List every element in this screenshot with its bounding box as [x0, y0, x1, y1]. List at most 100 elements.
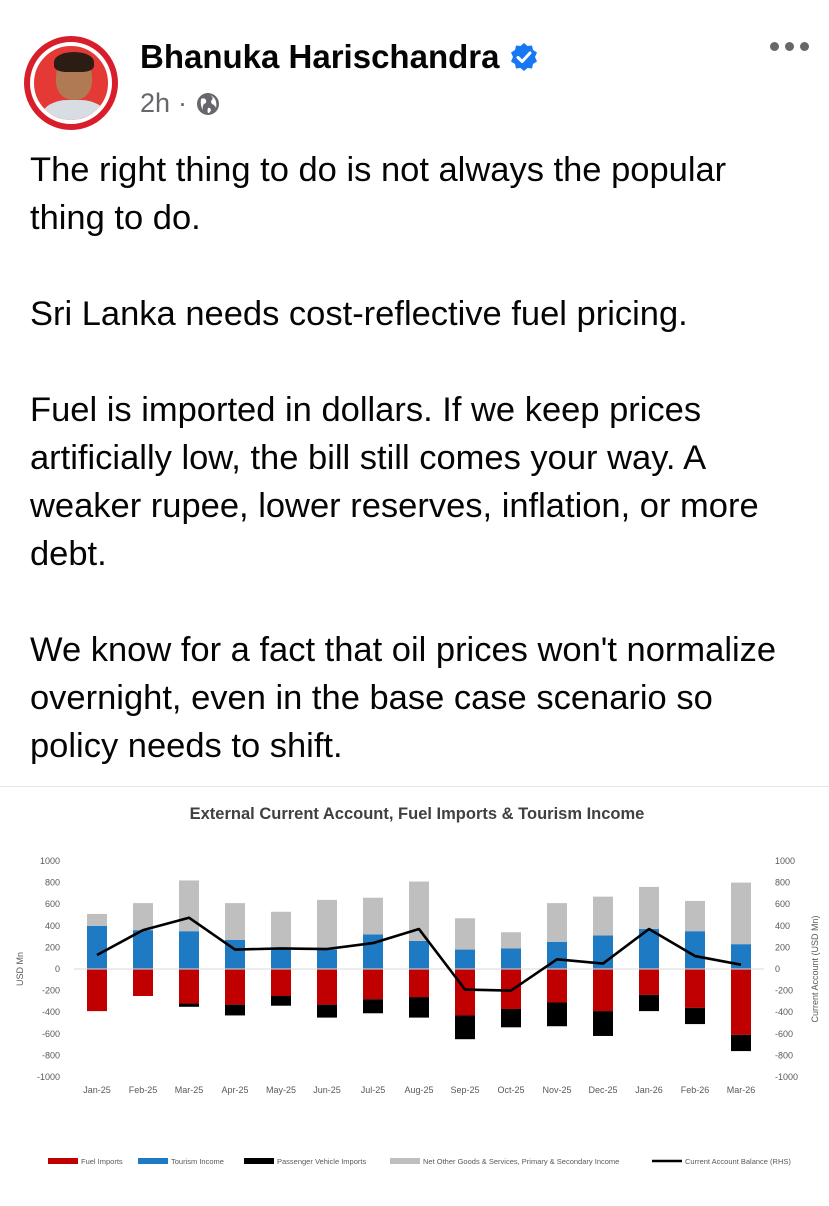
bar	[409, 940, 429, 969]
bar	[363, 897, 383, 935]
post-time[interactable]: 2h	[140, 88, 171, 118]
avatar[interactable]	[24, 36, 118, 130]
post-body: The right thing to do is not always the …	[30, 146, 810, 818]
bar	[133, 903, 153, 931]
y-tick-label: -1000	[37, 1072, 60, 1082]
legend-swatch	[138, 1158, 168, 1164]
x-tick-label: Oct-25	[497, 1085, 524, 1095]
bar	[317, 949, 337, 969]
y-tick-label: -800	[42, 1050, 60, 1060]
chart-svg: External Current Account, Fuel Imports &…	[15, 805, 820, 1166]
x-tick-label: Apr-25	[221, 1085, 248, 1095]
bar	[639, 929, 659, 969]
avatar-photo	[30, 42, 112, 124]
globe-icon[interactable]	[195, 91, 221, 117]
bar	[685, 969, 705, 1008]
bar	[133, 969, 153, 996]
current-account-line	[96, 916, 742, 992]
bar	[731, 969, 751, 1035]
y2-tick-label: -1000	[775, 1072, 798, 1082]
y2-tick-label: 1000	[775, 856, 795, 866]
y2-tick-label: 0	[775, 964, 780, 974]
chart-image[interactable]: External Current Account, Fuel Imports &…	[0, 786, 829, 1201]
y-tick-label: -600	[42, 1029, 60, 1039]
post-paragraph: The right thing to do is not always the …	[30, 151, 727, 237]
y2-tick-label: 800	[775, 878, 790, 888]
bar	[593, 1011, 613, 1036]
y-axis-label: USD Mn	[15, 952, 25, 986]
meta-separator: ·	[178, 88, 188, 118]
legend-swatch	[48, 1158, 78, 1164]
y2-tick-label: -400	[775, 1007, 793, 1017]
bar	[639, 969, 659, 995]
legend-label: Net Other Goods & Services, Primary & Se…	[423, 1157, 619, 1166]
bar	[87, 913, 107, 926]
bar	[455, 1015, 475, 1040]
bar	[363, 999, 383, 1014]
y-tick-label: 400	[45, 921, 60, 931]
bar	[225, 903, 245, 940]
bar	[225, 969, 245, 1005]
bar	[501, 948, 521, 969]
bar	[317, 899, 337, 950]
x-tick-label: Mar-26	[727, 1085, 756, 1095]
post-paragraph: Fuel is imported in dollars. If we keep …	[30, 391, 759, 573]
author-name[interactable]: Bhanuka Harischandra	[140, 38, 500, 75]
y-tick-label: 200	[45, 942, 60, 952]
bar	[731, 1034, 751, 1052]
y-tick-label: 1000	[40, 856, 60, 866]
bar	[685, 900, 705, 932]
x-tick-label: Feb-25	[129, 1085, 158, 1095]
post-paragraph: Sri Lanka needs cost-reflective fuel pri…	[30, 295, 688, 333]
bar	[685, 931, 705, 969]
x-tick-label: Jan-25	[83, 1085, 111, 1095]
y2-tick-label: 600	[775, 899, 790, 909]
bar	[455, 918, 475, 950]
bar	[547, 903, 567, 942]
bar	[87, 969, 107, 1012]
bar	[179, 1003, 199, 1007]
bar	[731, 944, 751, 969]
bar	[317, 1004, 337, 1018]
legend-label: Passenger Vehicle Imports	[277, 1157, 366, 1166]
x-tick-label: Aug-25	[404, 1085, 433, 1095]
bar	[133, 930, 153, 969]
x-tick-label: Jun-25	[313, 1085, 341, 1095]
bar	[547, 969, 567, 1003]
post-meta: 2h ·	[140, 88, 221, 119]
bar	[87, 925, 107, 969]
bar	[271, 969, 291, 996]
x-tick-label: Dec-25	[588, 1085, 617, 1095]
bar	[409, 881, 429, 941]
post-paragraph: We know for a fact that oil prices won't…	[30, 631, 777, 765]
y-tick-label: -200	[42, 986, 60, 996]
post-header: Bhanuka Harischandra 2h ·	[0, 0, 829, 140]
x-tick-label: Jan-26	[635, 1085, 663, 1095]
x-tick-label: Jul-25	[361, 1085, 386, 1095]
legend-swatch	[244, 1158, 274, 1164]
bar	[271, 949, 291, 969]
bar	[179, 969, 199, 1004]
bar	[225, 1004, 245, 1016]
x-tick-label: Mar-25	[175, 1085, 204, 1095]
bar	[271, 911, 291, 950]
y2-tick-label: -200	[775, 986, 793, 996]
bar	[409, 997, 429, 1018]
x-tick-label: May-25	[266, 1085, 296, 1095]
y2-tick-label: 200	[775, 942, 790, 952]
x-tick-label: Sep-25	[450, 1085, 479, 1095]
x-tick-label: Feb-26	[681, 1085, 710, 1095]
bar	[593, 896, 613, 936]
bar	[639, 886, 659, 930]
x-tick-label: Nov-25	[542, 1085, 571, 1095]
more-icon[interactable]	[770, 42, 809, 51]
bar	[179, 931, 199, 969]
chart-title: External Current Account, Fuel Imports &…	[190, 805, 645, 823]
y-tick-label: 800	[45, 878, 60, 888]
bar	[547, 1002, 567, 1027]
bar	[731, 882, 751, 945]
legend-label: Tourism Income	[171, 1157, 224, 1166]
bar	[685, 1007, 705, 1025]
y-tick-label: 600	[45, 899, 60, 909]
bar	[363, 969, 383, 1000]
